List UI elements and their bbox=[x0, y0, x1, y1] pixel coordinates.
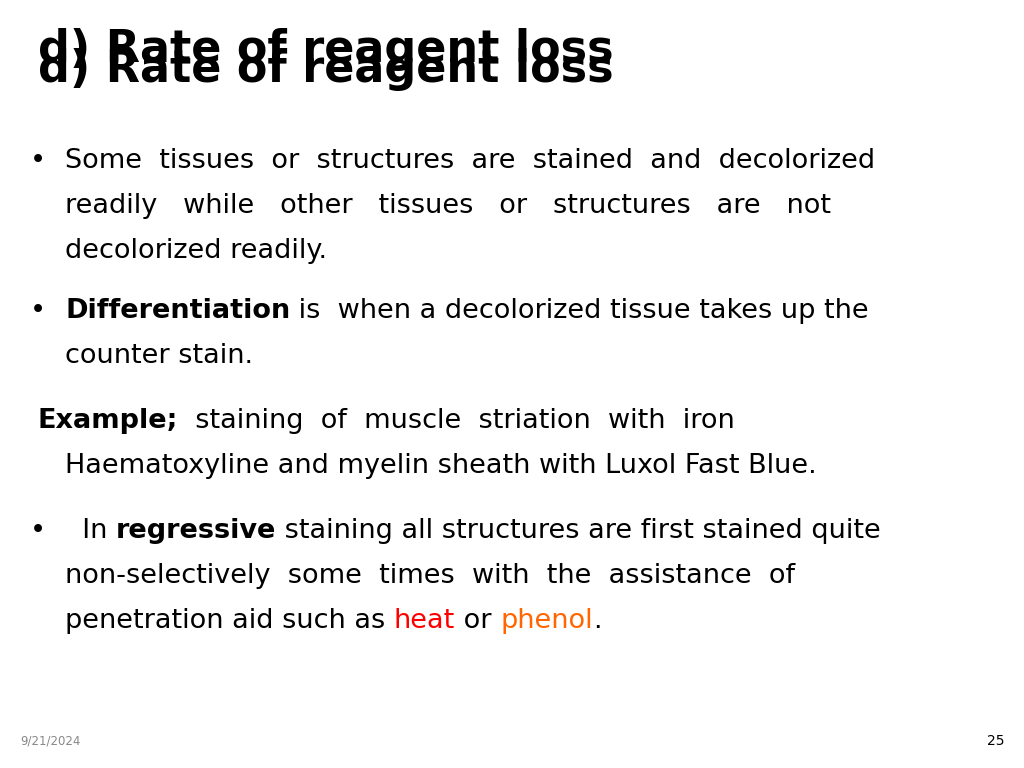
Text: •: • bbox=[30, 148, 46, 174]
Text: heat: heat bbox=[394, 608, 455, 634]
Text: or: or bbox=[455, 608, 501, 634]
Text: penetration aid such as: penetration aid such as bbox=[65, 608, 394, 634]
Text: Example;: Example; bbox=[38, 408, 178, 434]
Text: d) Rate of reagent loss: d) Rate of reagent loss bbox=[38, 48, 613, 91]
Text: readily   while   other   tissues   or   structures   are   not: readily while other tissues or structure… bbox=[65, 193, 831, 219]
Text: d) Rate of reagent loss: d) Rate of reagent loss bbox=[38, 28, 613, 71]
Text: non-selectively  some  times  with  the  assistance  of: non-selectively some times with the assi… bbox=[65, 563, 795, 589]
Text: Haematoxyline and myelin sheath with Luxol Fast Blue.: Haematoxyline and myelin sheath with Lux… bbox=[65, 453, 816, 479]
Text: staining all structures are first stained quite: staining all structures are first staine… bbox=[276, 518, 881, 544]
Text: decolorized readily.: decolorized readily. bbox=[65, 238, 327, 264]
Text: Differentiation: Differentiation bbox=[65, 298, 290, 324]
Text: Some  tissues  or  structures  are  stained  and  decolorized: Some tissues or structures are stained a… bbox=[65, 148, 876, 174]
Text: counter stain.: counter stain. bbox=[65, 343, 253, 369]
Text: staining  of  muscle  striation  with  iron: staining of muscle striation with iron bbox=[178, 408, 735, 434]
Text: regressive: regressive bbox=[116, 518, 276, 544]
Text: •: • bbox=[30, 518, 46, 544]
Text: .: . bbox=[593, 608, 601, 634]
Text: •: • bbox=[30, 298, 46, 324]
Text: In: In bbox=[65, 518, 116, 544]
Text: 9/21/2024: 9/21/2024 bbox=[20, 735, 80, 748]
Text: 25: 25 bbox=[986, 734, 1004, 748]
Text: phenol: phenol bbox=[501, 608, 593, 634]
Text: is  when a decolorized tissue takes up the: is when a decolorized tissue takes up th… bbox=[290, 298, 869, 324]
